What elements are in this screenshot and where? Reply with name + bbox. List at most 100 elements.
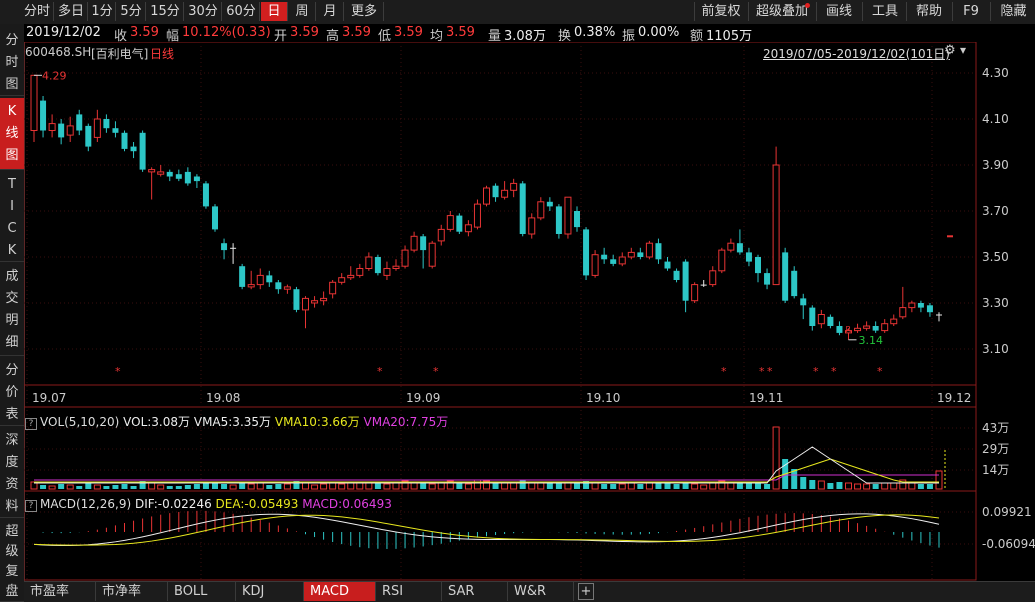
side-tab-3[interactable]: 成交明细 — [0, 264, 24, 356]
period-tab-1[interactable]: 多日 — [55, 2, 88, 21]
candle-body-down — [736, 243, 743, 253]
low-value: 3.59 — [394, 25, 423, 40]
volume-bar-down — [293, 481, 300, 489]
candle-body-down — [827, 316, 834, 326]
toolbar-right-button-0[interactable]: 前复权 — [694, 2, 747, 21]
volume-bar-up — [401, 480, 409, 490]
volume-bar-down — [212, 482, 218, 489]
toolbar-right-button-1[interactable]: 超级叠加 — [748, 2, 815, 21]
volume-bar-up — [66, 484, 74, 490]
candle-body-up — [727, 242, 735, 251]
volume-bar-up — [591, 482, 599, 490]
candle-body-down — [212, 206, 218, 230]
volume-bar-down — [175, 486, 182, 489]
volume-bar-down — [546, 483, 553, 489]
side-tab-0[interactable]: 分时图 — [0, 28, 24, 96]
toolbar-right-button-3[interactable]: 工具 — [862, 2, 907, 21]
candle-body-up — [709, 270, 717, 286]
volume-bar-up — [691, 483, 699, 490]
vol-current: VOL:3.08万 — [123, 415, 191, 429]
side-tab-6[interactable]: 超级复盘 — [0, 520, 24, 602]
period-tab-9[interactable]: 月 — [317, 2, 344, 21]
volume-bar-down — [166, 486, 173, 489]
volume-bar-up — [356, 482, 364, 490]
vma5-line — [34, 446, 939, 484]
candle-body-down — [184, 171, 191, 184]
candle-body-down — [637, 252, 644, 257]
candle-body-down — [175, 174, 182, 179]
period-tab-4[interactable]: 15分 — [147, 2, 184, 21]
volume-bar-down — [872, 484, 879, 489]
period-tab-7[interactable]: 日 — [261, 2, 288, 21]
indicator-tab-7[interactable]: W&R — [508, 582, 574, 601]
period-tab-2[interactable]: 1分 — [89, 2, 116, 21]
settings-gear-icon[interactable]: ⚙ — [944, 43, 956, 58]
indicator-tab-4[interactable]: MACD — [304, 582, 376, 601]
toolbar-right-button-5[interactable]: F9 — [952, 2, 989, 21]
candle-body-up — [483, 187, 490, 205]
vol-value: 3.08万 — [504, 29, 546, 44]
macd-title: MACD(12,26,9) — [40, 497, 132, 511]
volume-bar-up — [383, 483, 391, 490]
candle-body-up — [501, 189, 509, 198]
candle-body-down — [574, 211, 580, 228]
toolbar-right-button-4[interactable]: 帮助 — [906, 2, 951, 21]
indicator-tab-3[interactable]: KDJ — [236, 582, 304, 601]
candle-body-up — [591, 254, 599, 276]
volume-bar-up — [247, 483, 255, 490]
candle-body-down — [872, 326, 879, 331]
volume-bar-down — [736, 483, 743, 489]
volume-bar-up — [392, 482, 400, 490]
indicator-tab-6[interactable]: SAR — [442, 582, 508, 601]
macd-value: MACD:0.06493 — [302, 497, 392, 511]
volume-bar-up — [908, 482, 916, 490]
period-tab-3[interactable]: 5分 — [117, 2, 146, 21]
period-tab-8[interactable]: 周 — [289, 2, 316, 21]
indicator-tab-0[interactable]: 市盈率 — [24, 582, 96, 601]
period-tab-0[interactable]: 分时 — [21, 2, 54, 21]
side-tab-4[interactable]: 分价表 — [0, 358, 24, 426]
candle-body-up — [401, 249, 409, 267]
period-tab-6[interactable]: 60分 — [223, 2, 260, 21]
candle-body-down — [202, 183, 209, 207]
indicator-tab-1[interactable]: 市净率 — [96, 582, 168, 601]
candle-body-up — [854, 327, 862, 332]
period-toolbar: 分时 多日 1分 5分 15分 30分 60分日周月更多 前复权 超级叠加 画线 工具 帮助 F9 隐藏 — [0, 0, 1035, 25]
volume-bar-up — [283, 483, 291, 490]
candle-body-down — [745, 252, 752, 262]
toolbar-right-button-6[interactable]: 隐藏 — [990, 2, 1035, 21]
volume-bar-up — [347, 482, 355, 490]
candle-body-up — [338, 277, 346, 283]
date-range[interactable]: 2019/07/05-2019/12/02(101日) — [763, 47, 950, 61]
kline-chart[interactable]: 4.30 4.10 3.90 3.70 3.50 3.30 3.10 19.07 19.08 19… — [24, 42, 1035, 581]
candle-body-up — [528, 217, 536, 235]
candle-body-up — [537, 201, 545, 219]
indicator-tab-2[interactable]: BOLL — [168, 582, 236, 601]
indicator-tab-5[interactable]: RSI — [376, 582, 442, 601]
indicator-tabs: 市盈率 市净率 BOLL KDJ MACD RSI SAR W&R + — [24, 581, 1035, 602]
side-tab-5[interactable]: 深度资料 — [0, 428, 24, 518]
help-icon[interactable]: ? — [25, 500, 37, 512]
volume-bar-up — [899, 479, 907, 490]
candle-body-up — [66, 125, 74, 136]
toolbar-right-button-2[interactable]: 画线 — [816, 2, 861, 21]
period-tab-10[interactable]: 更多 — [345, 2, 384, 21]
period-tab-5[interactable]: 30分 — [185, 2, 222, 21]
candle-body-down — [166, 171, 173, 177]
candle-body-down — [139, 132, 146, 170]
chevron-down-icon[interactable]: ▾ — [960, 43, 967, 57]
candle-body-down — [664, 261, 671, 269]
candle-body-down — [112, 128, 119, 133]
volume-bar-down — [492, 482, 499, 489]
help-icon[interactable]: ? — [25, 418, 37, 430]
add-indicator-icon[interactable]: + — [578, 583, 594, 600]
candle-body-up — [618, 256, 626, 265]
macd-tick-label: -0.06094 — [982, 537, 1035, 551]
stock-name: [百利电气] — [91, 47, 149, 61]
price-tick-label: 3.30 — [982, 296, 1009, 310]
volume-bar-down — [610, 484, 617, 489]
volume-bar-up — [229, 484, 237, 490]
volume-bar-up — [890, 482, 898, 490]
